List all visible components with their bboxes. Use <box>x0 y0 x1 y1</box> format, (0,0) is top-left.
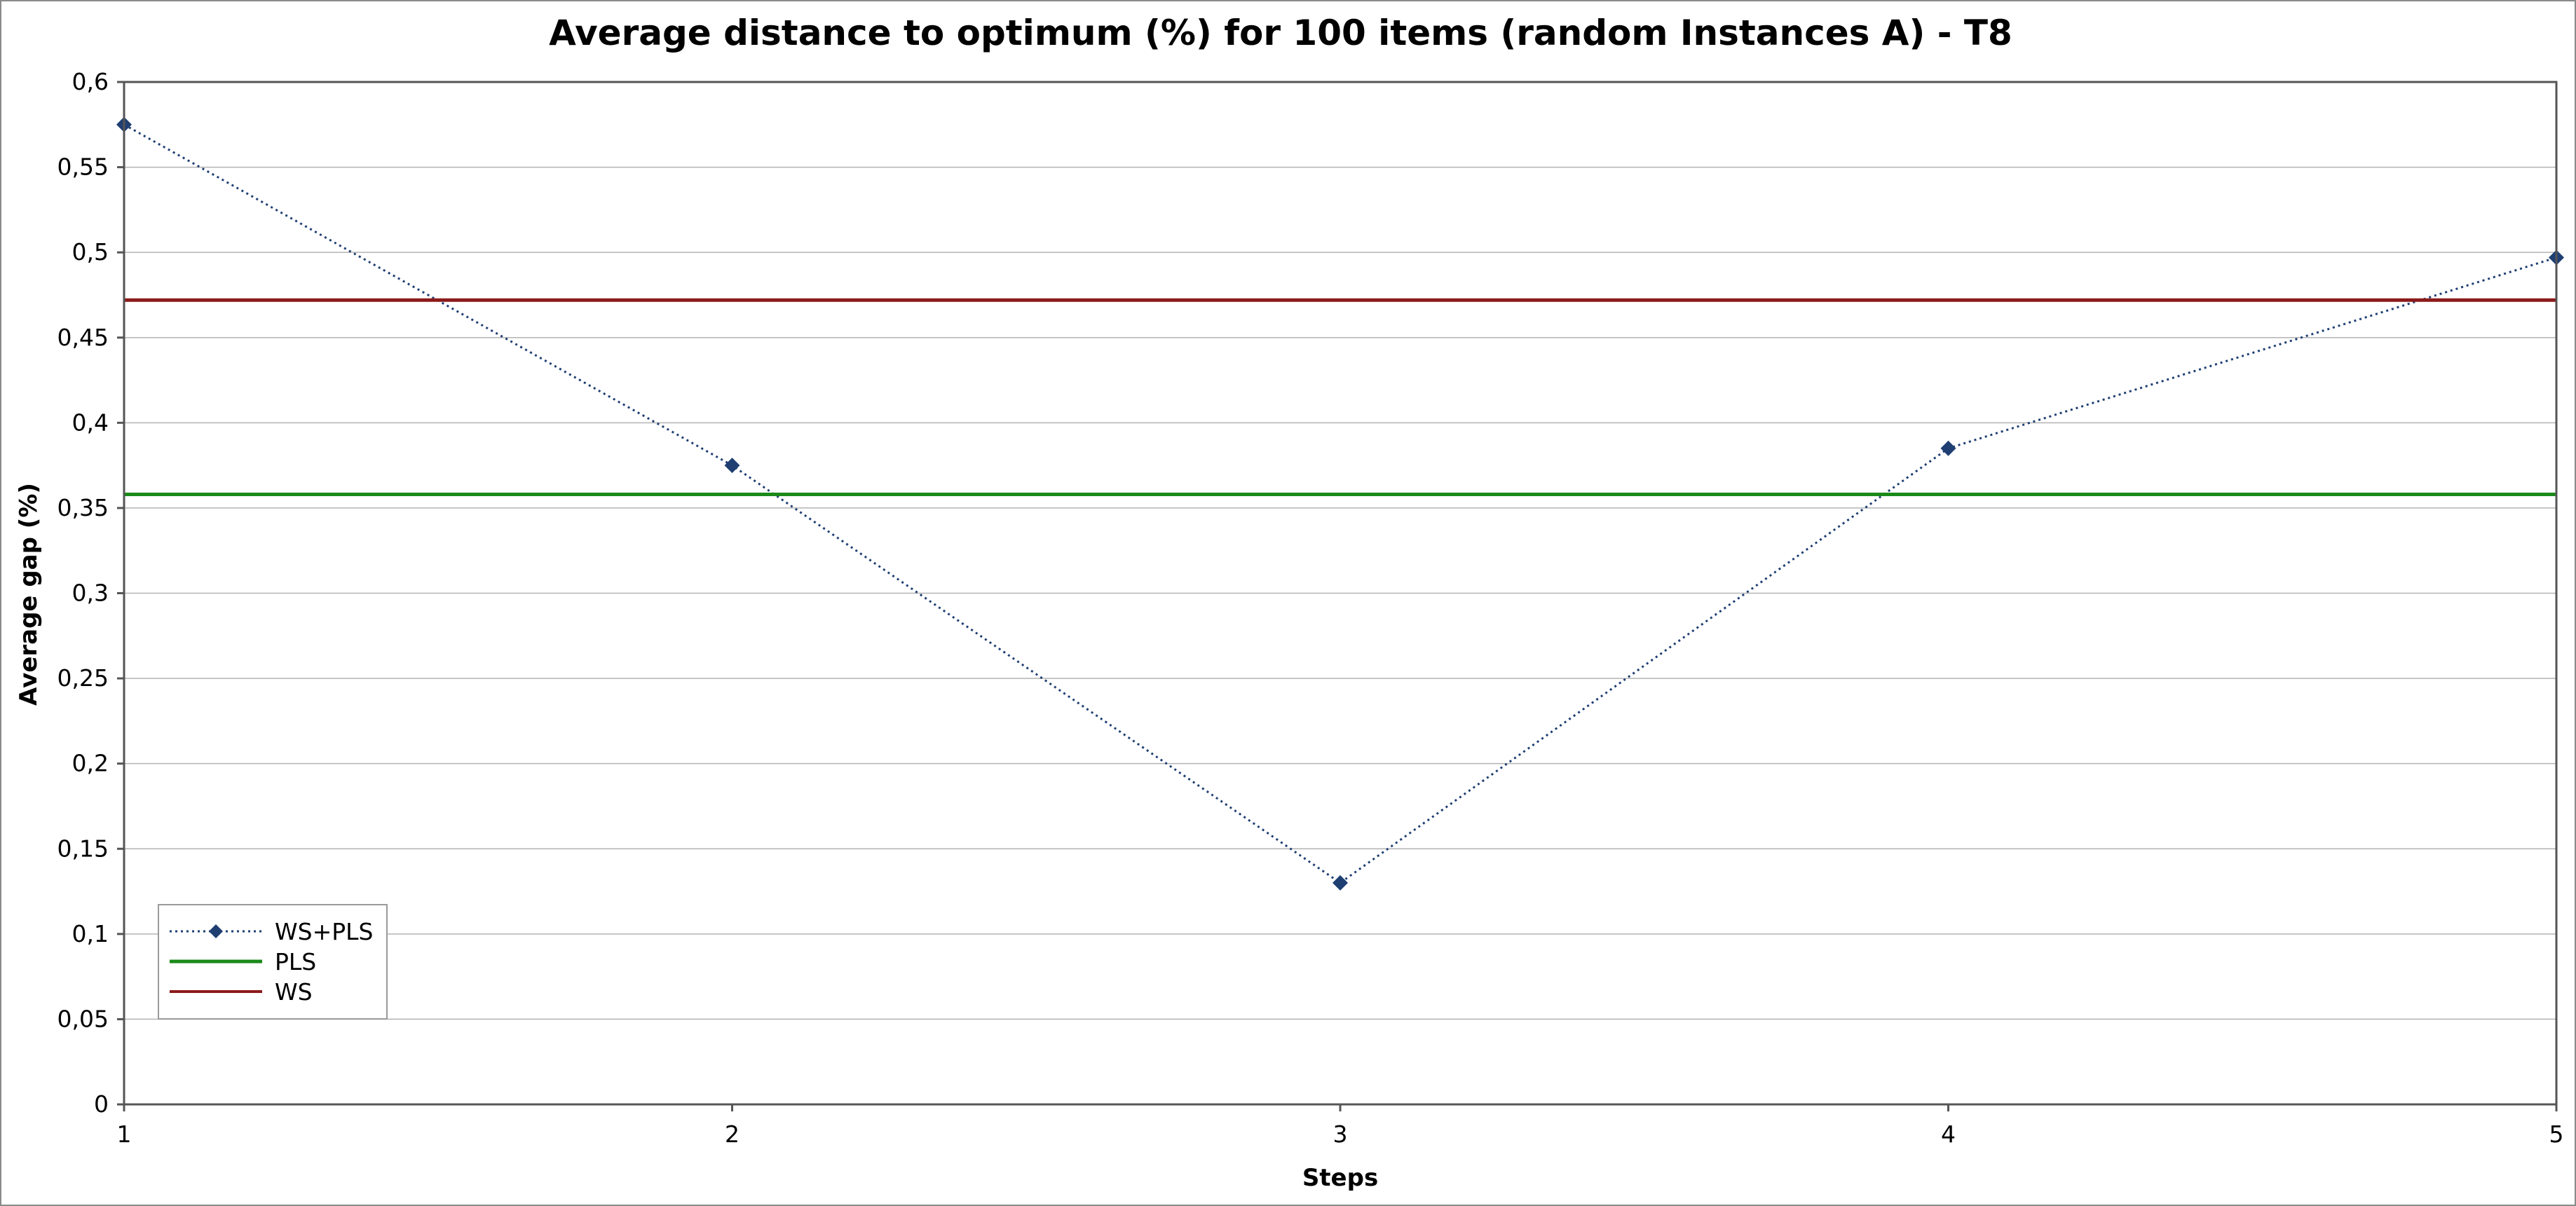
data-point-ws-pls <box>724 458 740 474</box>
y-tick-label: 0,25 <box>57 664 109 692</box>
y-tick-label: 0,45 <box>57 324 109 351</box>
x-tick-label: 5 <box>2549 1121 2564 1148</box>
series-line-ws-pls <box>123 123 2557 884</box>
y-tick-label: 0,55 <box>57 153 109 181</box>
legend-label-pls: PLS <box>275 948 316 975</box>
y-tick-label: 0 <box>94 1090 109 1118</box>
x-tick-label: 2 <box>725 1121 740 1148</box>
y-axis: 0 0,05 0,1 0,15 0,2 0,25 0,3 0,35 0,4 0,45 0,5 0,55… <box>57 68 124 1118</box>
x-tick-label: 3 <box>1333 1121 1348 1148</box>
y-axis-title: Average gap (%) <box>15 483 43 706</box>
x-tick-label: 1 <box>117 1121 132 1148</box>
y-tick-label: 0,5 <box>72 238 109 266</box>
y-tick-label: 0,1 <box>72 920 109 947</box>
series-layer <box>116 116 2564 891</box>
x-axis: 1 2 3 4 5 <box>117 1104 2564 1148</box>
y-tick-label: 0,15 <box>57 835 109 862</box>
legend-label-ws: WS <box>275 978 313 1006</box>
x-axis-title: Steps <box>1302 1164 1378 1192</box>
y-tick-label: 0,35 <box>57 494 109 521</box>
legend-marker-ws-pls <box>209 924 223 938</box>
data-point-ws-pls <box>1940 440 1956 456</box>
chart-title: Average distance to optimum (%) for 100 … <box>549 13 2012 53</box>
legend: WS+PLS PLS WS <box>158 904 388 1020</box>
y-tick-label: 0,05 <box>57 1005 109 1032</box>
x-tick-label: 4 <box>1941 1121 1956 1148</box>
y-tick-label: 0,4 <box>72 409 109 436</box>
y-tick-label: 0,3 <box>72 580 109 607</box>
y-tick-label: 0,2 <box>72 750 109 777</box>
grid-lines <box>124 166 2556 1020</box>
y-tick-label: 0,6 <box>72 68 109 95</box>
legend-label-ws-pls: WS+PLS <box>275 918 373 945</box>
data-point-ws-pls <box>1333 875 1348 891</box>
